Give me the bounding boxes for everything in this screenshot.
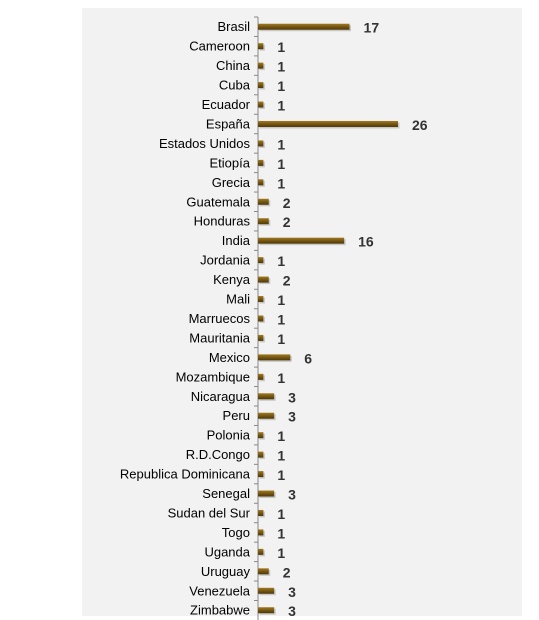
value-label: 1 (277, 39, 285, 55)
category-label: R.D.Congo (186, 447, 250, 462)
value-label: 1 (277, 59, 285, 75)
bar (258, 23, 350, 30)
value-label: 26 (412, 117, 428, 133)
category-label: India (222, 233, 251, 248)
value-label: 1 (277, 448, 285, 464)
value-label: 2 (283, 273, 291, 289)
value-label: 3 (288, 487, 296, 503)
category-label: Nicaragua (191, 389, 251, 404)
category-label: Cuba (219, 78, 251, 93)
bar (258, 529, 264, 536)
bar (258, 218, 269, 225)
bar (258, 490, 275, 497)
category-label: Venezuela (189, 583, 250, 598)
bar (258, 568, 269, 575)
bar (258, 82, 264, 89)
value-label: 1 (277, 428, 285, 444)
bar (258, 237, 345, 244)
category-label: Sudan del Sur (168, 505, 251, 520)
value-label: 1 (277, 467, 285, 483)
value-label: 1 (277, 370, 285, 386)
value-label: 1 (277, 175, 285, 191)
value-label: 1 (277, 136, 285, 152)
bar (258, 451, 264, 458)
bar (258, 315, 264, 322)
bar (258, 334, 264, 341)
category-label: Zimbabwe (190, 603, 250, 618)
value-label: 2 (283, 564, 291, 580)
category-label: Cameroon (189, 39, 250, 54)
category-label: China (216, 58, 251, 73)
category-label: Etiopía (210, 155, 251, 170)
bar (258, 607, 275, 614)
category-label: Republica Dominicana (120, 467, 251, 482)
value-label: 1 (277, 311, 285, 327)
value-label: 1 (277, 525, 285, 541)
category-label: Polonia (207, 428, 251, 443)
category-label: Mexico (209, 350, 250, 365)
bar (258, 101, 264, 108)
value-label: 1 (277, 253, 285, 269)
value-label: 17 (364, 20, 380, 36)
value-label: 1 (277, 292, 285, 308)
bar (258, 296, 264, 303)
value-label: 1 (277, 506, 285, 522)
category-label: Uganda (204, 544, 250, 559)
value-label: 1 (277, 156, 285, 172)
bar (258, 373, 264, 380)
value-label: 1 (277, 78, 285, 94)
bar (258, 159, 264, 166)
category-label: Peru (223, 408, 250, 423)
bar (258, 179, 264, 186)
category-label: Mali (226, 292, 250, 307)
value-label: 6 (304, 350, 312, 366)
category-label: Mozambique (176, 369, 250, 384)
category-label: Brasil (217, 19, 250, 34)
category-label: Grecia (212, 175, 251, 190)
value-label: 2 (283, 214, 291, 230)
category-label: Ecuador (202, 97, 251, 112)
value-label: 16 (358, 234, 374, 250)
category-label: Mauritania (189, 330, 250, 345)
value-label: 1 (277, 98, 285, 114)
bar (258, 587, 275, 594)
bar (258, 120, 398, 127)
category-label: Marruecos (189, 311, 251, 326)
bar (258, 471, 264, 478)
category-label: Uruguay (201, 564, 251, 579)
value-label: 1 (277, 545, 285, 561)
value-label: 3 (288, 603, 296, 619)
value-label: 1 (277, 331, 285, 347)
bar (258, 43, 264, 50)
bar (258, 354, 291, 361)
category-label: Senegal (202, 486, 250, 501)
value-label: 3 (288, 584, 296, 600)
bar (258, 548, 264, 555)
category-label: Estados Unidos (159, 136, 251, 151)
category-label: Honduras (194, 214, 251, 229)
bar (258, 62, 264, 69)
bar (258, 140, 264, 147)
category-label: Guatemala (186, 194, 250, 209)
bar (258, 257, 264, 264)
bar (258, 432, 264, 439)
category-label: Jordania (200, 253, 251, 268)
bar (258, 412, 275, 419)
value-label: 3 (288, 389, 296, 405)
category-label: Kenya (213, 272, 251, 287)
bar (258, 509, 264, 516)
chart-background (82, 8, 522, 616)
value-label: 3 (288, 409, 296, 425)
category-label: Togo (222, 525, 250, 540)
bar (258, 276, 269, 283)
bar (258, 198, 269, 205)
category-label: España (206, 116, 251, 131)
bar (258, 393, 275, 400)
value-label: 2 (283, 195, 291, 211)
